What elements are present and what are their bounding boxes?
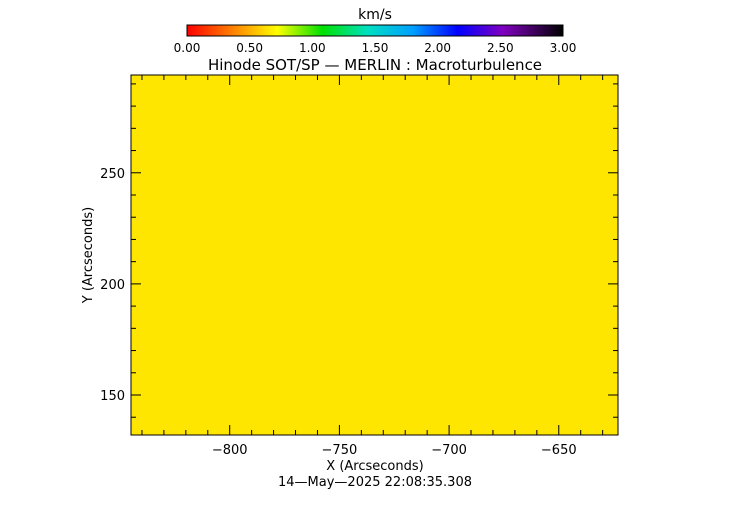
y-axis: 150 200 250 (100, 83, 618, 418)
plot-frame (130, 74, 619, 436)
x-axis-label: X (Arcseconds) (326, 459, 423, 474)
colorbar-tick-label: 3.00 (550, 41, 577, 55)
colorbar-tick-label: 0.00 (174, 41, 201, 55)
colorbar-label: km/s (358, 7, 392, 23)
colorbar-tick-label: 1.00 (299, 41, 326, 55)
y-tick-label: 150 (100, 389, 125, 404)
colorbar-tick-label: 1.50 (362, 41, 389, 55)
colorbar-ticks: 0.00 0.50 1.00 1.50 2.00 2.50 3.00 (174, 41, 577, 55)
colorbar-tick-label: 2.50 (487, 41, 514, 55)
colorbar-tick-label: 2.00 (424, 41, 451, 55)
x-axis: −800 −750 −700 −650 (141, 75, 604, 458)
colorbar-tick-label: 0.50 (236, 41, 263, 55)
x-tick-label: −650 (541, 443, 577, 458)
y-tick-label: 250 (100, 167, 125, 182)
chart-title: Hinode SOT/SP — MERLIN : Macroturbulence (208, 56, 542, 74)
y-axis-label: Y (Arcseconds) (81, 207, 96, 304)
x-tick-label: −750 (322, 443, 358, 458)
macroturbulence-map (131, 75, 618, 435)
y-tick-label: 200 (100, 278, 125, 293)
x-tick-label: −700 (431, 443, 467, 458)
colorbar (186, 24, 564, 37)
timestamp: 14—May—2025 22:08:35.308 (278, 475, 472, 490)
x-tick-label: −800 (212, 443, 248, 458)
